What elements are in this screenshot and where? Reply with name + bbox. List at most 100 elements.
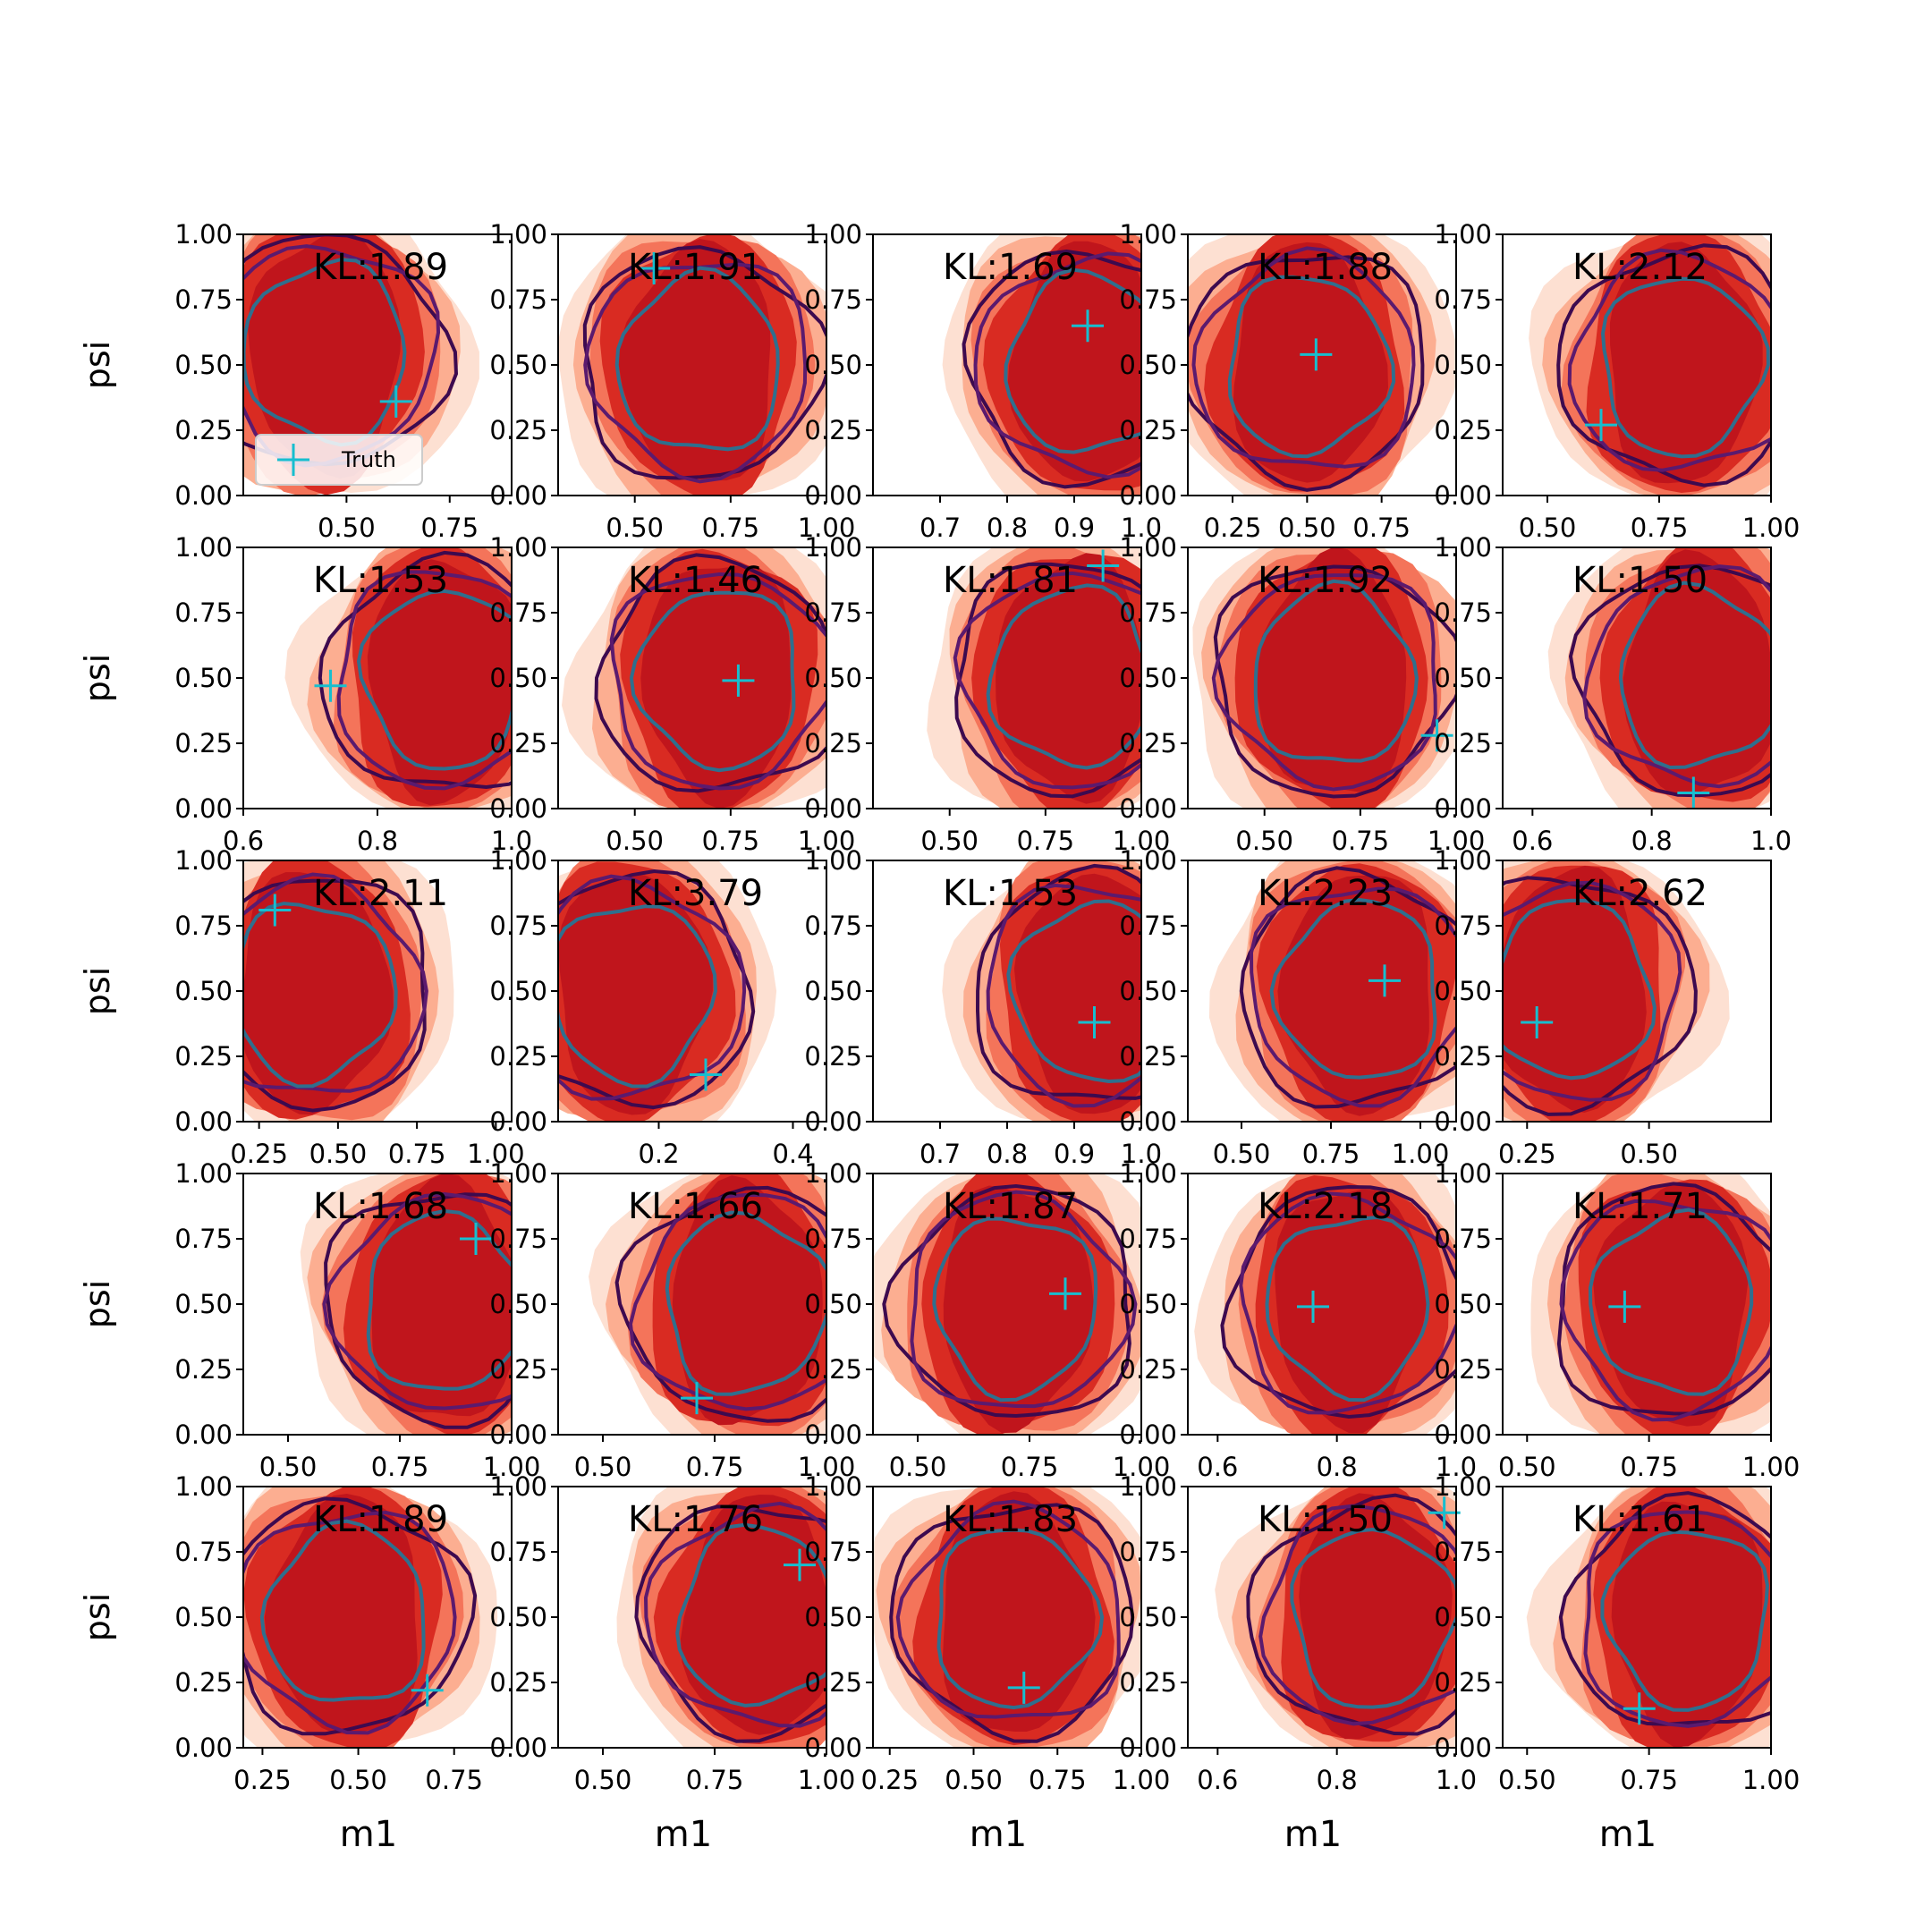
x-tick-label: 0.8 [987, 513, 1028, 543]
outer-contour [614, 1185, 826, 1423]
inner-contour [1265, 1215, 1430, 1402]
y-tick-label: 0.75 [489, 911, 547, 941]
y-tick-label: 1.00 [174, 219, 233, 250]
y-tick-label: 0.25 [489, 1667, 547, 1698]
y-tick-label: 0.25 [1119, 1354, 1177, 1385]
y-tick-label: 0.75 [1119, 911, 1177, 941]
subplot-11: 0.000.250.500.751.000.25 0.50 0.75 1.00KL:2… [78, 845, 525, 1169]
legend-truth-marker [277, 444, 309, 476]
subplot-16: 0.00 0.25 0.50 0.75 1.00 0.50 0.75 1.00 KL:1.68 p… [78, 1158, 540, 1482]
middle-contour [558, 874, 747, 1101]
density-area [1547, 547, 1771, 809]
kl-annotation: KL:1.91 [628, 247, 763, 288]
inner-contour [675, 1522, 826, 1707]
density-area [284, 547, 512, 809]
subplot-18: 0.00 0.25 0.50 0.75 1.00 0.50 0.75 1.00 KL:1.87 [804, 1158, 1171, 1482]
inner-contour [1600, 1530, 1769, 1712]
inner-contour [243, 902, 398, 1089]
middle-contour [973, 251, 1141, 479]
inner-contour [1600, 276, 1770, 459]
x-tick-label: 1.00 [1113, 1452, 1171, 1482]
density-fill-level-5 [367, 559, 512, 806]
y-tick-label: 1.00 [174, 532, 233, 563]
y-tick-label: 0.25 [1434, 1667, 1492, 1698]
outer-contour [558, 869, 756, 1110]
subplot-10: 0.00 0.25 0.50 0.75 1.00 0.6 0.8 1.0 KL:1.50 [1434, 532, 1792, 856]
x-tick-label: 0.7 [919, 1139, 961, 1169]
inner-contour [936, 1528, 1105, 1710]
subplot-3: 0.00 0.25 0.50 0.75 1.00 0.7 0.8 0.9 1.0 KL:1.69 [804, 219, 1162, 543]
x-tick-label: 0.50 [1498, 1452, 1556, 1482]
outer-contour [882, 1183, 1131, 1419]
x-tick-label: 0.50 [318, 513, 376, 543]
middle-contour [643, 1501, 826, 1728]
middle-contour [322, 1191, 512, 1411]
y-tick-label: 1.00 [1434, 1471, 1492, 1502]
middle-contour [1582, 564, 1771, 789]
subplot-21: 0.000.250.500.751.000.25 0.50 0.75KL:1.89p… [78, 1471, 513, 1855]
kl-annotation: KL:1.89 [313, 1499, 448, 1540]
y-tick-label: 0.25 [1434, 1041, 1492, 1072]
kl-annotation: KL:1.69 [943, 247, 1078, 288]
x-tick-label: 0.8 [1317, 1765, 1358, 1795]
middle-contour [1559, 1199, 1771, 1422]
outer-contour [243, 878, 427, 1113]
x-tick-label: 0.9 [1054, 513, 1095, 543]
x-axis-label: m1 [1599, 1814, 1657, 1855]
truth-marker [1608, 1290, 1641, 1323]
density-area [927, 547, 1141, 809]
y-tick-label: 0.75 [1434, 597, 1492, 628]
y-tick-label: 0.50 [1119, 1602, 1177, 1632]
y-tick-label: 1.00 [489, 845, 547, 876]
density-fill-level-5 [1503, 865, 1647, 1113]
inner-contour [356, 589, 512, 771]
y-tick-label: 0.50 [174, 663, 233, 693]
y-tick-label: 0.50 [489, 1289, 547, 1319]
y-tick-label: 0.00 [1434, 1419, 1492, 1450]
density-fill-level-5 [1233, 242, 1388, 483]
y-tick-label: 0.00 [804, 1733, 862, 1763]
x-tick-label: 1.0 [491, 826, 532, 856]
middle-contour [1249, 886, 1456, 1108]
y-tick-label: 0.75 [174, 597, 233, 628]
density-area [589, 1174, 826, 1435]
x-tick-label: 0.50 [889, 1452, 947, 1482]
outer-contour [889, 1503, 1135, 1743]
x-tick-label: 0.50 [574, 1765, 632, 1795]
y-tick-label: 0.50 [1119, 1289, 1177, 1319]
truth-marker [681, 1382, 713, 1415]
middle-contour [628, 1192, 826, 1411]
y-tick-label: 0.25 [804, 1041, 862, 1072]
y-tick-label: 0.75 [1434, 284, 1492, 315]
y-tick-label: 0.25 [174, 728, 233, 758]
truth-marker [379, 385, 412, 418]
kl-annotation: KL:1.92 [1258, 560, 1393, 601]
truth-marker [1521, 1006, 1554, 1039]
kl-annotation: KL:1.89 [313, 247, 448, 288]
inner-contour [1290, 1527, 1456, 1709]
y-tick-label: 1.00 [1119, 532, 1177, 563]
x-tick-label: 0.75 [371, 1452, 429, 1482]
x-tick-label: 0.8 [987, 1139, 1028, 1169]
subplot-4: 0.00 0.25 0.50 0.75 1.00 0.25 0.50 0.75 KL:1.88 [1119, 219, 1457, 543]
kl-annotation: KL:1.83 [943, 1499, 1078, 1540]
density-area [558, 860, 777, 1122]
subplot-25: 0.00 0.25 0.50 0.75 1.00 0.50 0.75 1.00 KL:1.61 m… [1434, 1471, 1800, 1855]
y-tick-label: 0.00 [804, 793, 862, 824]
kl-annotation: KL:1.53 [943, 873, 1078, 914]
truth-marker [411, 1674, 444, 1707]
y-tick-label: 1.00 [174, 1471, 233, 1502]
y-tick-label: 0.50 [489, 663, 547, 693]
y-tick-label: 0.50 [489, 1602, 547, 1632]
density-fill-level-5 [1256, 547, 1407, 792]
outer-contour [594, 553, 826, 793]
middle-contour [1583, 1510, 1771, 1728]
truth-marker [314, 669, 347, 702]
y-tick-label: 0.00 [804, 1106, 862, 1137]
y-tick-label: 0.75 [174, 1224, 233, 1254]
legend: Truth [255, 434, 423, 486]
y-tick-label: 0.00 [1119, 1733, 1177, 1763]
y-tick-label: 1.00 [1434, 219, 1492, 250]
density-fill-level-5 [558, 874, 713, 1115]
